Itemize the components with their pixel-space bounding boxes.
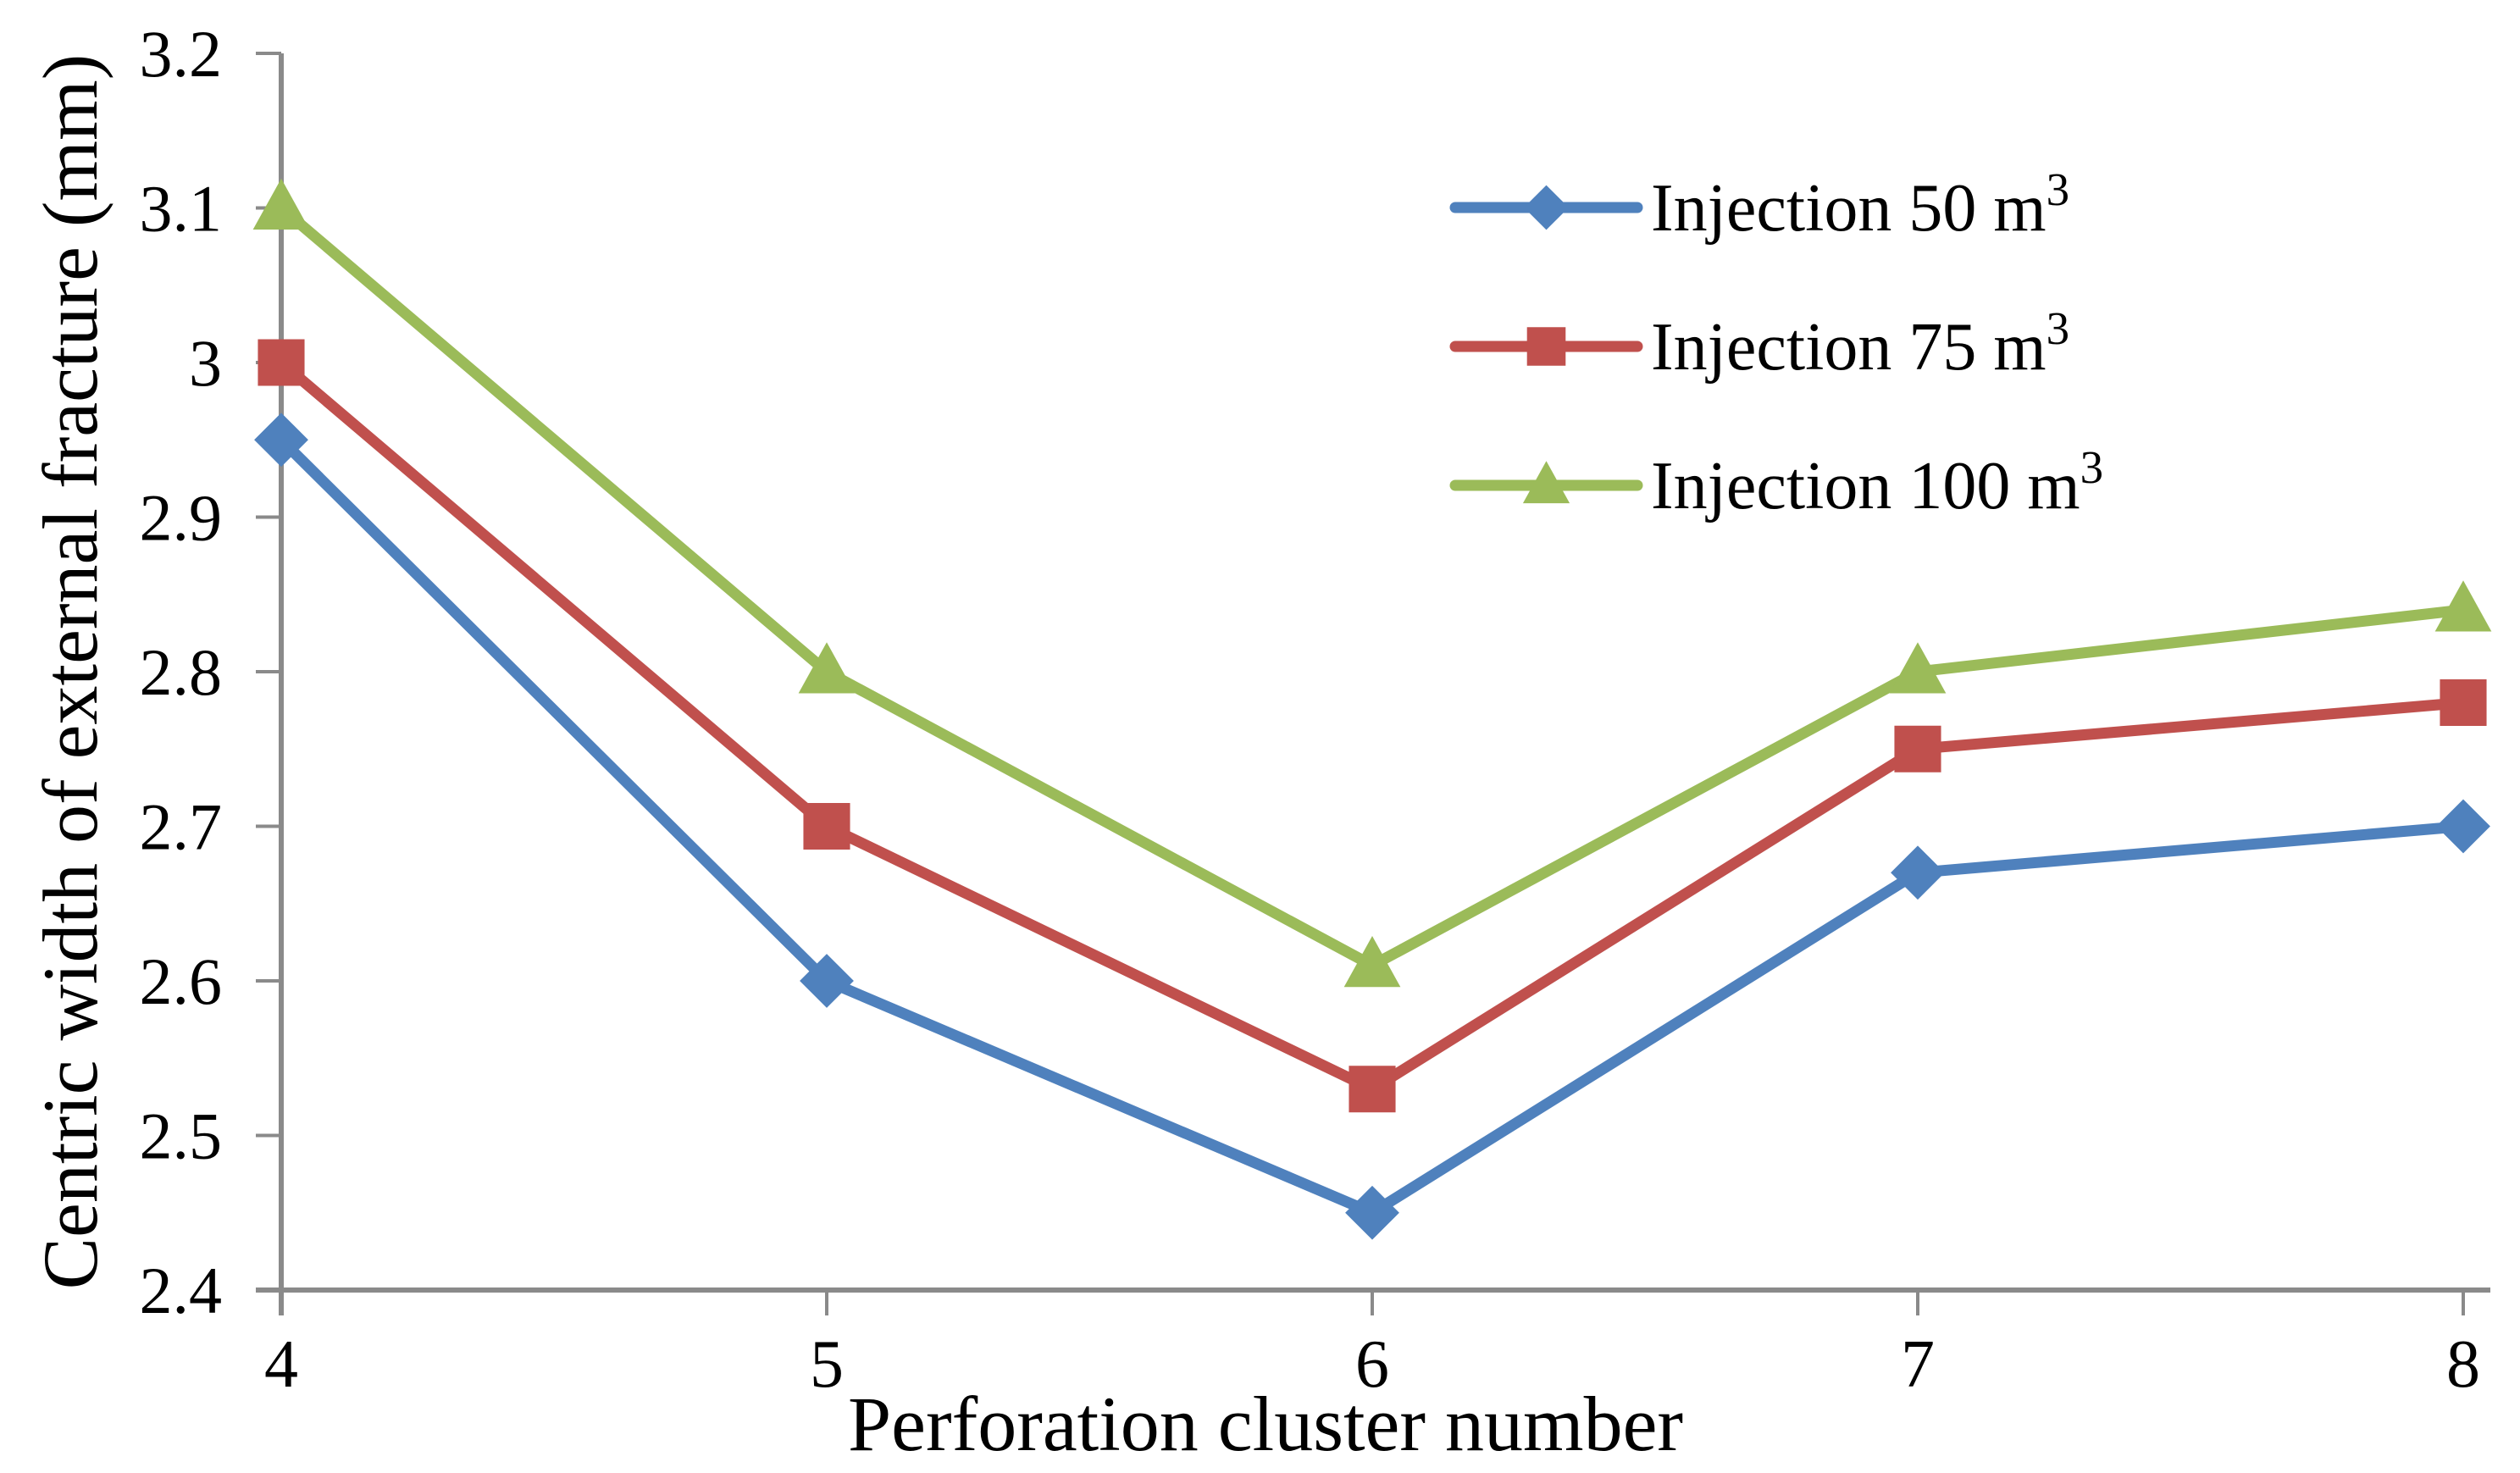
legend-label-superscript: 3 bbox=[2046, 163, 2070, 215]
legend-label-superscript: 3 bbox=[2080, 441, 2104, 493]
square-marker bbox=[1349, 1066, 1396, 1113]
triangle-marker bbox=[1889, 642, 1947, 694]
legend-label-text: Injection 50 m bbox=[1651, 171, 2046, 246]
legend-square-marker bbox=[1526, 327, 1566, 366]
legend-triangle-marker bbox=[1522, 461, 1570, 504]
axes-layer: 2.4 2.5 2.6 2.7 2.8 2.9 3 3.1 3.2 4 5 6 7 8 bbox=[140, 17, 2490, 1402]
legend-label-text: Injection 75 m bbox=[1651, 310, 2046, 385]
x-tick-label: 8 bbox=[2446, 1327, 2480, 1402]
legend-label-superscript: 3 bbox=[2046, 302, 2070, 354]
x-tick-label: 6 bbox=[1355, 1327, 1389, 1402]
y-tick-label: 3 bbox=[189, 326, 222, 400]
square-marker bbox=[2440, 678, 2487, 727]
triangle-marker bbox=[252, 178, 310, 230]
diamond-marker bbox=[254, 413, 308, 468]
square-marker bbox=[1894, 725, 1941, 772]
legend-label: Injection 100 m3 bbox=[1651, 441, 2103, 523]
y-tick-label: 2.6 bbox=[140, 944, 223, 1018]
y-tick-label: 2.8 bbox=[140, 635, 223, 709]
diamond-marker bbox=[1345, 1185, 1399, 1240]
triangle-marker bbox=[1343, 935, 1401, 988]
series-diamond bbox=[254, 413, 2490, 1240]
x-tick-label: 5 bbox=[810, 1327, 844, 1402]
triangle-marker bbox=[798, 642, 856, 694]
series-triangle bbox=[252, 178, 2492, 988]
x-tick-label: 4 bbox=[264, 1327, 298, 1402]
legend-label: Injection 75 m3 bbox=[1651, 302, 2069, 385]
y-tick-label: 3.1 bbox=[140, 172, 223, 246]
diamond-marker bbox=[2436, 799, 2490, 854]
diamond-marker bbox=[800, 954, 854, 1008]
square-marker bbox=[803, 802, 850, 850]
y-tick-label: 2.7 bbox=[140, 790, 223, 864]
x-tick-label: 7 bbox=[1901, 1327, 1935, 1402]
triangle-marker bbox=[2434, 580, 2492, 632]
y-tick-label: 3.2 bbox=[140, 17, 223, 91]
x-axis-title: Perforation cluster number bbox=[848, 1381, 1683, 1467]
legend-item: Injection 100 m3 bbox=[1449, 441, 2103, 523]
legend-item: Injection 75 m3 bbox=[1449, 302, 2069, 385]
diamond-marker bbox=[1891, 845, 1945, 900]
legend-diamond-marker bbox=[1524, 185, 1569, 230]
legend-label-text: Injection 100 m bbox=[1651, 449, 2080, 523]
series-layer bbox=[252, 178, 2492, 1240]
y-tick-label: 2.5 bbox=[140, 1099, 223, 1173]
y-tick-label: 2.9 bbox=[140, 481, 223, 555]
legend-label: Injection 50 m3 bbox=[1651, 163, 2069, 246]
series-square bbox=[258, 339, 2487, 1113]
square-marker bbox=[258, 339, 305, 386]
legend-item: Injection 50 m3 bbox=[1449, 163, 2069, 246]
y-axis-title: Centric width of external fracture (mm) bbox=[27, 54, 114, 1290]
y-tick-label: 2.4 bbox=[140, 1254, 223, 1327]
